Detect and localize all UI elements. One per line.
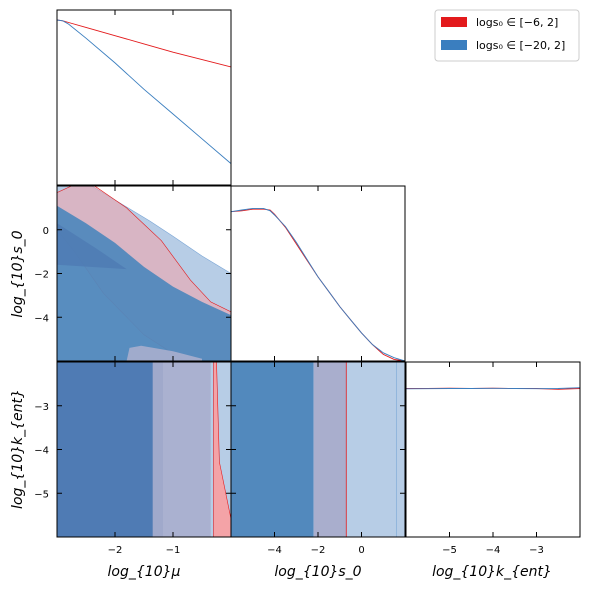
legend-swatch-red (441, 17, 467, 27)
legend: logs₀ ∈ [−6, 2] logs₀ ∈ [−20, 2] (434, 9, 580, 62)
contour-mu-s0-content (57, 186, 231, 361)
marginal-s0-content (231, 207, 405, 361)
marginal-mu-content (57, 19, 231, 164)
marginal-line-red (231, 208, 405, 361)
tick-marks: −2 −1 −4 −4 −2 −2 0 0 −5 −5 −4 −4 −3 −3 (34, 10, 544, 556)
x-tick-label: −2 (311, 545, 326, 556)
legend-frame (434, 9, 580, 62)
contour-s0-kent (231, 362, 405, 537)
y-tick-label: −4 (34, 446, 49, 457)
x-axis-label-mu: log_{10}μ (108, 564, 181, 580)
contour-blue-core (57, 223, 127, 270)
contour-mu-kent-content (57, 362, 231, 537)
contour-blue-right (346, 362, 397, 537)
marginal-s0-frame (230, 185, 406, 362)
contour-mu-kent (57, 362, 231, 537)
x-tick-label: −5 (442, 545, 457, 556)
marginal-s0 (231, 207, 405, 361)
marginal-line-blue (406, 387, 580, 390)
marginal-line-blue (57, 19, 231, 164)
legend-label-blue: logs₀ ∈ [−20, 2] (476, 39, 565, 52)
x-tick-label: −2 (108, 545, 123, 556)
marginal-mu-frame (56, 9, 232, 186)
x-tick-label: −3 (529, 545, 544, 556)
y-axis-label-s0: log_{10}s_0 (10, 230, 26, 317)
contour-blue-inner (57, 362, 163, 537)
x-axis-label-kent: log_{10}k_{ent} (432, 564, 552, 580)
contour-blue-inner (57, 205, 231, 361)
x-axis-label-s0: log_{10}s_0 (274, 564, 361, 580)
y-axis-label-kent: log_{10}k_{ent} (10, 389, 26, 509)
x-tick-label: −1 (166, 545, 181, 556)
contour-red-inner (152, 362, 211, 537)
marginal-mu (57, 19, 231, 164)
y-tick-label: −5 (34, 489, 49, 500)
plot-panels (57, 19, 580, 537)
y-tick-label: −3 (34, 402, 49, 413)
contour-s0-kent-content (231, 362, 405, 537)
y-tick-label: 0 (43, 226, 49, 237)
y-tick-label: −4 (34, 313, 49, 324)
contour-red-lobe (126, 345, 202, 361)
marginal-line-blue (231, 207, 405, 361)
marginal-kent (406, 387, 580, 390)
marginal-kent-content (406, 387, 580, 390)
contour-mu-s0 (57, 186, 231, 361)
y-tick-label: −2 (34, 270, 49, 281)
x-tick-label: −4 (267, 545, 282, 556)
contour-blue-inner (231, 362, 314, 537)
axis-labels: log_{10}μ log_{10}s_0 log_{10}k_{ent} lo… (10, 230, 552, 580)
contour-red-outer (213, 362, 231, 537)
x-tick-label: −4 (486, 545, 501, 556)
marginal-line-red (57, 19, 231, 68)
x-tick-label: 0 (358, 545, 364, 556)
legend-label-red: logs₀ ∈ [−6, 2] (476, 16, 558, 29)
legend-swatch-blue (441, 40, 467, 50)
